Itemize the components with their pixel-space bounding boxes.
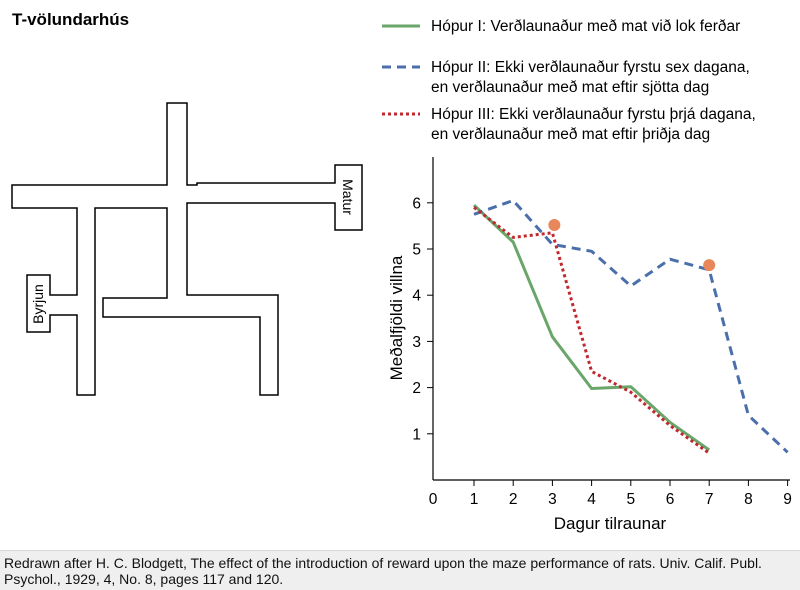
maze-food-label: Matur	[340, 179, 356, 215]
series-line-group-2	[473, 199, 789, 454]
marker-layer	[548, 218, 716, 272]
credit-bar: Redrawn after H. C. Blodgett, The effect…	[0, 550, 800, 590]
y-tick-label-2: 2	[412, 380, 421, 397]
x-tick-label-8: 8	[744, 491, 753, 508]
y-tick-label-4: 4	[412, 288, 421, 305]
x-ticks: 0 1 2 3 4 5 6 7 8 9	[429, 480, 792, 508]
x-tick-label-5: 5	[626, 491, 635, 508]
legend-label-group-2: Hópur II: Ekki verðlaunaður fyrstu sex d…	[431, 59, 750, 76]
series-line-group-3	[473, 206, 711, 455]
maze-start-label: Byrjun	[30, 284, 46, 324]
y-tick-label-3: 3	[412, 334, 421, 351]
reward-marker-1	[548, 218, 561, 231]
maze-panel: T-völundarhús Byrjun Matur	[11, 10, 363, 396]
legend-label-group-1: Hópur I: Verðlaunaður með mat við lok fe…	[431, 18, 740, 35]
legend-item-group-3: Hópur III: Ekki verðlaunaður fyrstu þrjá…	[382, 106, 756, 143]
y-ticks: 1 2 3 4 5 6	[412, 195, 433, 443]
x-axis-title: Dagur tilraunar	[554, 514, 667, 533]
x-tick-label-0: 0	[429, 491, 438, 508]
maze-title: T-völundarhús	[12, 10, 129, 29]
x-tick-label-6: 6	[666, 491, 675, 508]
legend-label-group-3: Hópur III: Ekki verðlaunaður fyrstu þrjá…	[431, 106, 756, 123]
figure: T-völundarhús Byrjun Matur Hópur I: Verð…	[11, 10, 792, 533]
y-tick-label-1: 1	[412, 426, 421, 443]
x-tick-label-4: 4	[587, 491, 596, 508]
legend-item-group-1: Hópur I: Verðlaunaður með mat við lok fe…	[382, 18, 740, 35]
x-tick-label-1: 1	[470, 491, 479, 508]
maze-outline	[11, 102, 363, 396]
credit-text: Redrawn after H. C. Blodgett, The effect…	[4, 555, 762, 587]
legend: Hópur I: Verðlaunaður með mat við lok fe…	[382, 18, 756, 143]
legend-item-group-2: Hópur II: Ekki verðlaunaður fyrstu sex d…	[382, 59, 750, 96]
y-tick-label-6: 6	[412, 195, 421, 212]
y-tick-label-5: 5	[412, 242, 421, 259]
x-tick-label-3: 3	[548, 491, 557, 508]
x-tick-label-2: 2	[509, 491, 518, 508]
series-line-group-1	[472, 204, 711, 452]
x-tick-label-9: 9	[783, 491, 792, 508]
plot-area: 0 1 2 3 4 5 6 7 8 9 1 2 3 4 5 6 Dagur tilraunar Meðalf…	[387, 157, 792, 533]
y-axis-title: Meðalfjöldi villna	[387, 255, 406, 380]
series-layer	[472, 199, 789, 455]
legend-label-group-3-line2: en verðlaunaður með mat eftir þriðja dag	[431, 126, 710, 143]
legend-label-group-2-line2: en verðlaunaður með mat eftir sjötta dag	[431, 79, 709, 96]
x-tick-label-7: 7	[705, 491, 714, 508]
reward-marker-2	[703, 259, 716, 272]
